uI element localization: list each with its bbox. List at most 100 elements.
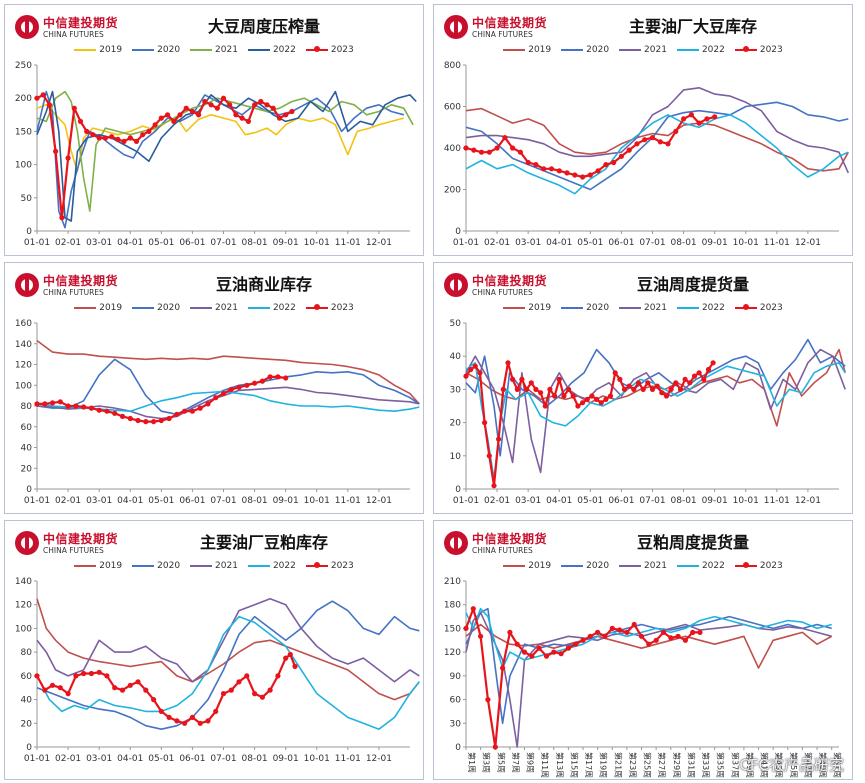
data-point-2023 [228, 687, 234, 693]
y-tick-label: 100 [15, 161, 32, 171]
x-tick-label: 第51周 [833, 752, 843, 778]
data-point-2023 [166, 415, 172, 422]
x-tick-label: 第17周 [584, 752, 594, 778]
data-point-2023 [81, 670, 87, 677]
y-tick-label: 0 [26, 743, 32, 753]
y-tick-label: 140 [15, 340, 32, 350]
x-tick-label: 06-01 [608, 238, 634, 248]
data-point-2023 [645, 380, 651, 386]
x-tick-label: 第15周 [569, 752, 579, 778]
data-point-2023 [595, 168, 601, 174]
data-point-2023 [542, 403, 548, 409]
y-tick-label: 150 [15, 127, 32, 137]
x-tick-label: 第49周 [818, 752, 828, 778]
data-point-2023 [696, 120, 702, 126]
series-line-2022 [465, 114, 849, 195]
data-point-2023 [112, 685, 118, 691]
legend-label: 2023 [330, 45, 354, 55]
legend-swatch [734, 46, 757, 52]
series-line-2020 [465, 338, 846, 457]
x-tick-label: 第3周 [482, 752, 492, 773]
x-tick-label: 12-01 [366, 496, 392, 506]
brand-name-cn: 中信建投期货 [472, 532, 548, 546]
x-tick-label: 07-01 [210, 496, 236, 506]
legend-swatch [734, 562, 757, 568]
data-point-2023 [471, 147, 477, 153]
data-point-2023 [182, 408, 188, 414]
x-tick-label: 05-01 [148, 754, 174, 764]
legend-label: 2019 [99, 561, 123, 571]
x-tick-label: 10-01 [733, 238, 759, 248]
x-tick-label: 第5周 [496, 752, 506, 773]
x-tick-label: 第45周 [789, 752, 799, 778]
chart-title: 大豆周度压榨量 [207, 17, 320, 36]
x-tick-label: 03-01 [515, 496, 541, 506]
data-point-2023 [572, 172, 578, 178]
legend-item-2023: 2023 [734, 43, 783, 57]
legend-item-2019: 2019 [74, 559, 122, 573]
data-point-2023 [104, 408, 110, 414]
data-point-2023 [252, 691, 258, 697]
legend-label: 2021 [644, 45, 667, 55]
data-point-2023 [135, 417, 141, 424]
data-point-2023 [470, 606, 476, 612]
data-point-2023 [587, 633, 593, 639]
data-point-2023 [677, 386, 684, 392]
chart-plot-area: 0 10 20 30 40 50 01-01 02-01 03-01 04-01 05-01 06-0… [450, 319, 846, 506]
data-point-2023 [270, 105, 276, 111]
x-tick-label: 09-01 [273, 238, 299, 248]
legend-item-2021: 2021 [619, 43, 667, 57]
data-point-2023 [151, 697, 157, 703]
data-point-2023 [566, 386, 572, 392]
x-tick-label: 12-01 [795, 238, 821, 248]
data-point-2023 [292, 663, 298, 669]
legend-item-2021: 2021 [190, 301, 238, 315]
data-point-2023 [587, 172, 593, 178]
y-tick-label: 50 [450, 319, 462, 329]
data-point-2023 [533, 162, 539, 168]
data-point-2023 [205, 401, 211, 407]
legend-label: 2019 [528, 45, 552, 55]
legend-swatch [132, 307, 155, 309]
data-point-2023 [626, 147, 632, 153]
data-point-2023 [102, 135, 108, 141]
legend-swatch [305, 304, 328, 310]
x-tick-label: 06-01 [179, 754, 205, 764]
chart-legend: 2019 2020 2021 2022 2023 [5, 559, 423, 573]
brand-name-en: CHINA FUTURES [472, 288, 533, 297]
legend-swatch [619, 49, 642, 51]
data-point-2023 [244, 673, 250, 679]
x-tick-label: 第43周 [774, 752, 784, 778]
legend-swatch [190, 307, 213, 309]
chart-panel-3: 中信建投期货 CHINA FUTURES 豆油商业库存 2019 2020 2021 202… [4, 262, 424, 514]
data-point-2023 [575, 403, 581, 409]
legend-swatch [503, 307, 526, 309]
data-point-2023 [287, 651, 293, 658]
y-tick-label: 40 [450, 352, 462, 362]
brand-name-en: CHINA FUTURES [472, 546, 533, 555]
data-point-2023 [668, 386, 674, 392]
legend-label: 2023 [330, 561, 354, 571]
data-point-2023 [691, 373, 698, 379]
legend-item-2020: 2020 [132, 43, 180, 57]
legend-item-2019: 2019 [74, 43, 122, 57]
data-point-2023 [143, 687, 149, 693]
data-point-2023 [233, 112, 239, 118]
y-tick-label: 210 [444, 577, 461, 587]
legend-swatch [619, 307, 642, 309]
data-point-2023 [96, 669, 102, 675]
y-tick-label: 140 [15, 577, 32, 587]
data-point-2023 [109, 134, 115, 140]
data-point-2023 [634, 141, 640, 147]
x-tick-label: 04-01 [117, 754, 143, 764]
data-point-2023 [642, 137, 648, 143]
legend-swatch [190, 565, 213, 567]
data-point-2023 [220, 391, 227, 397]
legend-item-2022: 2022 [247, 301, 296, 315]
y-tick-label: 40 [21, 696, 33, 706]
data-point-2023 [127, 682, 133, 688]
data-point-2023 [611, 159, 617, 166]
x-tick-label: 第7周 [511, 752, 521, 773]
legend-item-2019: 2019 [503, 301, 551, 315]
legend-label: 2022 [701, 45, 725, 55]
